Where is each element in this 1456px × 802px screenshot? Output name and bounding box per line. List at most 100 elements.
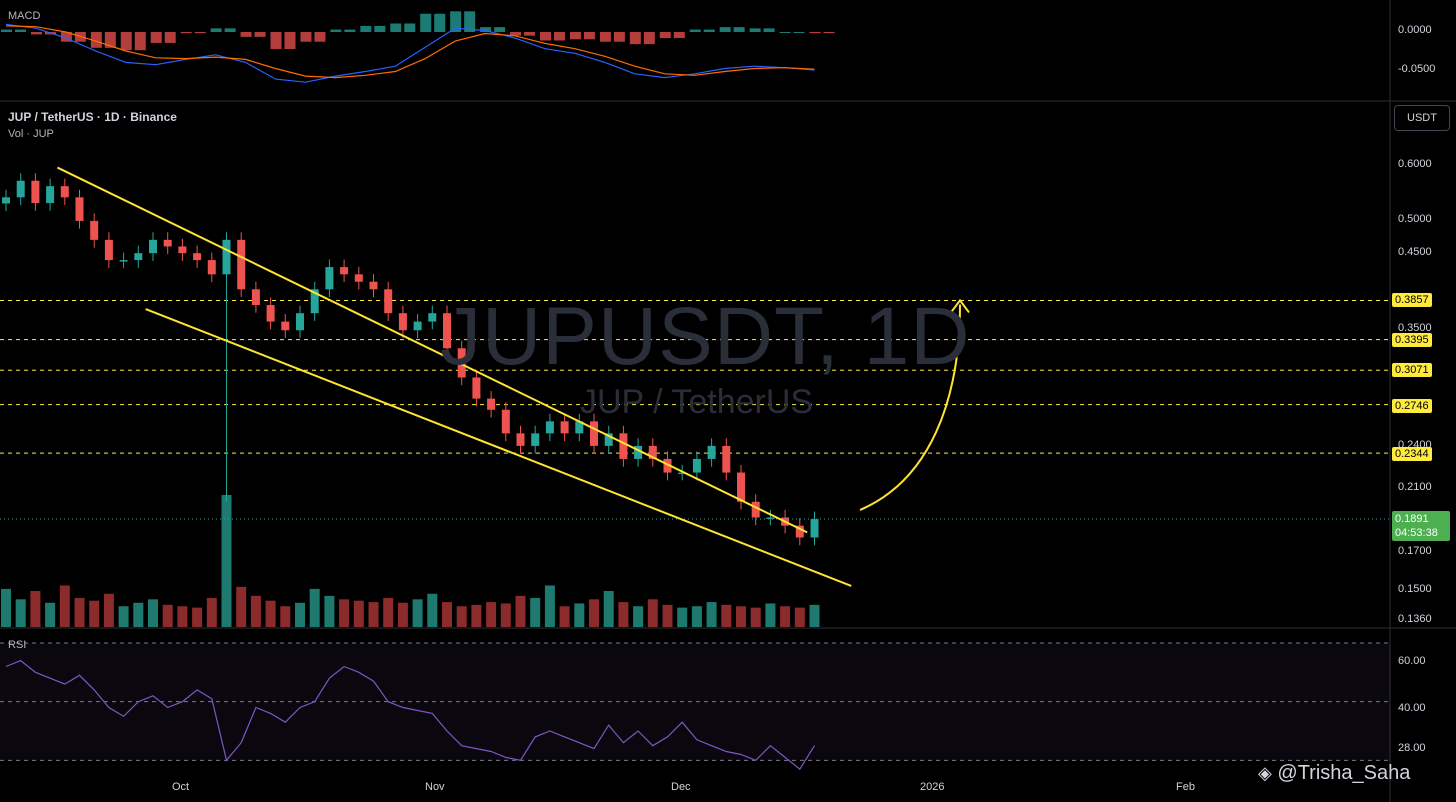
macd-histogram-bar <box>733 27 745 32</box>
candle-body <box>340 267 349 275</box>
volume-bar <box>162 604 173 627</box>
candle-body <box>266 305 275 322</box>
candle-body <box>487 398 496 410</box>
candle-body <box>634 445 643 459</box>
macd-histogram-bar <box>180 32 192 34</box>
volume-bar <box>633 606 644 627</box>
rsi-line <box>5 659 816 770</box>
macd-histogram-bar <box>554 32 565 41</box>
macd-histogram-bar <box>569 32 581 40</box>
volume-bar <box>603 591 614 627</box>
candle-body <box>325 267 334 290</box>
level-tag-2[interactable]: 0.3071 <box>1392 363 1432 377</box>
volume-bar <box>471 604 482 627</box>
rsi-tick-1: 40.00 <box>1398 702 1426 714</box>
volume-bar <box>353 600 364 627</box>
volume-bar <box>177 606 188 627</box>
candle-body <box>619 433 628 459</box>
x-label-feb: Feb <box>1176 781 1195 793</box>
author-handle-text: @Trisha_Saha <box>1277 762 1411 784</box>
macd-pane-label: MACD <box>8 10 41 22</box>
macd-histogram-bar <box>90 32 102 48</box>
candle-body <box>354 274 363 282</box>
macd-histogram-bar <box>270 32 282 50</box>
candle-body <box>251 289 260 306</box>
volume-bar <box>706 602 717 627</box>
macd-tick-0: 0.0000 <box>1398 24 1432 36</box>
volume-bar <box>221 495 232 627</box>
macd-signal-line <box>5 25 815 79</box>
candle-body <box>501 409 510 434</box>
volume-legend[interactable]: Vol · JUP <box>8 128 54 140</box>
x-label-nov: Nov <box>425 781 445 793</box>
last-price-value: 0.1891 <box>1395 513 1429 525</box>
candle-body <box>193 253 202 261</box>
symbol-title[interactable]: JUP / TetherUS · 1D · Binance <box>8 110 177 124</box>
macd-histogram-bar <box>344 29 356 32</box>
candle-body <box>207 260 216 275</box>
macd-histogram-bar <box>659 32 671 39</box>
price-tick-6: 0.1700 <box>1398 545 1432 557</box>
volume-bar <box>397 602 408 627</box>
volume-bar <box>89 600 100 627</box>
candle-body <box>163 239 172 247</box>
volume-bar <box>1 588 11 627</box>
macd-histogram-bar <box>104 32 116 48</box>
volume-bar <box>544 585 555 627</box>
level-tag-3[interactable]: 0.2746 <box>1392 399 1432 413</box>
candle-body <box>692 458 701 473</box>
candle-body <box>663 458 672 473</box>
macd-histogram-bar <box>719 27 731 32</box>
level-tag-1[interactable]: 0.3395 <box>1392 333 1432 347</box>
macd-histogram-bar <box>763 28 775 32</box>
macd-histogram-bar <box>689 29 701 32</box>
currency-button[interactable]: USDT <box>1394 105 1450 131</box>
level-tag-0[interactable]: 0.3857 <box>1392 293 1432 307</box>
volume-bar <box>780 606 791 627</box>
volume-bar <box>515 595 526 627</box>
candle-body <box>604 433 613 446</box>
macd-histogram-bar <box>404 23 416 32</box>
breakout-arrow <box>859 304 961 511</box>
macd-histogram-bar <box>703 29 715 32</box>
candle-body <box>369 281 378 290</box>
level-tag-4[interactable]: 0.2344 <box>1392 447 1432 461</box>
macd-histogram-bar <box>510 32 522 36</box>
wedge-lower-trendline <box>145 308 852 587</box>
volume-bar <box>794 607 805 627</box>
author-handle: ◈ @Trisha_Saha <box>1258 762 1410 785</box>
macd-histogram-bar <box>224 28 236 32</box>
volume-bar <box>103 593 114 627</box>
candle-body <box>149 239 157 254</box>
volume-bar <box>265 600 276 627</box>
x-label-2026: 2026 <box>920 781 945 793</box>
watermark-pair: JUP / TetherUS <box>580 383 814 421</box>
candle-body <box>90 220 99 240</box>
candle-body <box>104 239 113 261</box>
macd-histogram-bar <box>300 32 312 42</box>
candle-body <box>795 525 804 538</box>
macd-histogram-bar <box>779 32 791 33</box>
candle-body <box>222 239 231 275</box>
macd-histogram-bar <box>210 28 222 32</box>
macd-histogram-bar <box>823 32 835 34</box>
candle-body <box>46 186 55 204</box>
last-price-tag: 0.1891 04:53:38 <box>1392 511 1450 541</box>
candle-body <box>443 313 451 349</box>
macd-histogram-bar <box>480 27 492 32</box>
macd-histogram-bar <box>434 13 446 32</box>
price-tick-5: 0.2100 <box>1398 481 1432 493</box>
candle-body <box>178 246 187 254</box>
volume-bar <box>647 599 658 627</box>
candle-body <box>237 239 246 290</box>
candle-body <box>296 313 304 331</box>
wedge-upper-trendline <box>57 166 808 534</box>
candle-body <box>590 421 598 446</box>
candle-body <box>648 445 657 459</box>
macd-tick-1: -0.0500 <box>1398 63 1436 75</box>
watermark-symbol: JUPUSDT, 1D <box>440 291 971 382</box>
volume-bar <box>456 606 467 627</box>
volume-bar <box>427 593 438 627</box>
volume-bar <box>339 599 350 627</box>
